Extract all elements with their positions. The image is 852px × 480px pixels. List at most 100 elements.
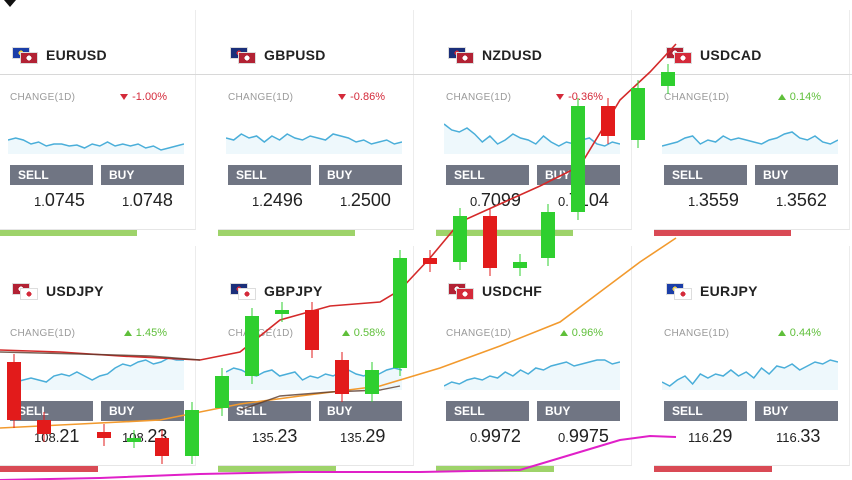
spread-bar <box>218 466 336 472</box>
sparkline-chart <box>444 123 620 154</box>
sparkline-chart <box>444 359 620 390</box>
change-percent: 0.44% <box>789 327 821 339</box>
buy-price-prefix: 116. <box>776 430 801 445</box>
currency-card-usdjpy[interactable]: USDJPY CHANGE(1D) 1.45% SELL BUY 108.21 … <box>0 246 196 472</box>
buy-price-prefix: 1. <box>122 194 133 209</box>
arrow-down-icon <box>556 94 565 100</box>
sell-price-main: 9972 <box>480 426 521 446</box>
spread-bar <box>436 230 573 236</box>
sparkline-chart <box>226 133 402 154</box>
flag-icon <box>448 46 474 64</box>
sell-price-prefix: 108. <box>34 430 60 445</box>
change-percent: -0.86% <box>350 91 385 103</box>
buy-price-main: 29 <box>365 426 386 446</box>
buy-button[interactable]: BUY <box>755 401 838 421</box>
card-header: EURJPY <box>666 276 758 306</box>
sell-button[interactable]: SELL <box>664 401 747 421</box>
sell-button[interactable]: SELL <box>446 401 529 421</box>
change-value: 0.44% <box>777 327 821 339</box>
sell-price: 116.29 <box>688 426 732 447</box>
flag-icon <box>230 282 256 300</box>
currency-pair-symbol: GBPUSD <box>264 47 326 63</box>
change-label: CHANGE(1D) <box>10 92 76 103</box>
spread-bar <box>654 466 772 472</box>
flag-icon <box>666 282 692 300</box>
change-value: 1.45% <box>123 327 167 339</box>
flag-icon <box>448 282 474 300</box>
sell-price-prefix: 0. <box>470 430 481 445</box>
change-label: CHANGE(1D) <box>446 92 512 103</box>
currency-card-nzdusd[interactable]: NZDUSD CHANGE(1D) -0.36% SELL BUY 0.7099… <box>436 10 632 236</box>
sell-price-main: 21 <box>59 426 80 446</box>
currency-pair-symbol: USDCHF <box>482 283 543 299</box>
change-label: CHANGE(1D) <box>228 328 294 339</box>
change-label: CHANGE(1D) <box>10 328 76 339</box>
sell-price: 1.0745 <box>34 190 85 211</box>
sell-price-prefix: 135. <box>252 430 278 445</box>
sell-button[interactable]: SELL <box>228 401 311 421</box>
buy-button[interactable]: BUY <box>319 401 402 421</box>
change-percent: 0.96% <box>571 327 603 339</box>
buy-price-main: 0748 <box>132 190 173 210</box>
change-label: CHANGE(1D) <box>228 92 294 103</box>
sell-price: 1.2496 <box>252 190 303 211</box>
buy-button[interactable]: BUY <box>755 165 838 185</box>
buy-price: 1.2500 <box>340 190 391 211</box>
sell-price-main: 3559 <box>698 190 739 210</box>
currency-card-eurusd[interactable]: EURUSD CHANGE(1D) -1.00% SELL BUY 1.0745… <box>0 10 196 236</box>
currency-card-usdcad[interactable]: USDCAD CHANGE(1D) 0.14% SELL BUY 1.3559 … <box>654 10 850 236</box>
sell-button[interactable]: SELL <box>228 165 311 185</box>
card-header: USDJPY <box>12 276 104 306</box>
sparkline-chart <box>662 131 838 154</box>
sell-price: 1.3559 <box>688 190 739 211</box>
buy-price: 1.0748 <box>122 190 173 211</box>
menu-caret-icon[interactable] <box>4 0 16 7</box>
sell-price-prefix: 1. <box>688 194 699 209</box>
buy-button[interactable]: BUY <box>537 165 620 185</box>
currency-card-gbpjpy[interactable]: GBPJPY CHANGE(1D) 0.58% SELL BUY 135.23 … <box>218 246 414 472</box>
sell-price: 135.23 <box>252 426 297 447</box>
arrow-up-icon <box>777 94 786 100</box>
sell-button[interactable]: SELL <box>446 165 529 185</box>
sparkline-area <box>444 124 620 154</box>
arrow-down-icon <box>338 94 347 100</box>
buy-price: 116.33 <box>776 426 820 447</box>
sell-price-main: 29 <box>712 426 733 446</box>
buy-price-main: 9975 <box>568 426 609 446</box>
buy-price: 135.29 <box>340 426 385 447</box>
currency-card-gbpusd[interactable]: GBPUSD CHANGE(1D) -0.86% SELL BUY 1.2496… <box>218 10 414 236</box>
buy-button[interactable]: BUY <box>537 401 620 421</box>
spread-bar <box>0 466 98 472</box>
buy-price-prefix: 0. <box>558 194 569 209</box>
change-label: CHANGE(1D) <box>446 328 512 339</box>
sell-price-prefix: 116. <box>688 430 713 445</box>
change-percent: -0.36% <box>568 91 603 103</box>
sell-button[interactable]: SELL <box>664 165 747 185</box>
buy-button[interactable]: BUY <box>101 401 184 421</box>
spread-bar <box>218 230 355 236</box>
change-value: -0.86% <box>338 91 385 103</box>
buy-button[interactable]: BUY <box>319 165 402 185</box>
spread-bar <box>654 230 791 236</box>
buy-price-main: 23 <box>147 426 168 446</box>
arrow-down-icon <box>120 94 129 100</box>
sell-price: 108.21 <box>34 426 79 447</box>
currency-card-eurjpy[interactable]: EURJPY CHANGE(1D) 0.44% SELL BUY 116.29 … <box>654 246 850 472</box>
sell-price-prefix: 1. <box>252 194 263 209</box>
buy-price-prefix: 0. <box>558 430 569 445</box>
buy-price-main: 2500 <box>350 190 391 210</box>
flag-icon <box>12 282 38 300</box>
currency-pair-symbol: EURJPY <box>700 283 758 299</box>
sell-button[interactable]: SELL <box>10 165 93 185</box>
currency-card-usdchf[interactable]: USDCHF CHANGE(1D) 0.96% SELL BUY 0.9972 … <box>436 246 632 472</box>
change-percent: 0.14% <box>789 91 821 103</box>
top-bar <box>0 0 852 12</box>
sell-button[interactable]: SELL <box>10 401 93 421</box>
sell-price-main: 7099 <box>480 190 521 210</box>
sell-price-main: 2496 <box>262 190 303 210</box>
sell-price-prefix: 0. <box>470 194 481 209</box>
sparkline-area <box>226 368 402 390</box>
buy-price: 1.3562 <box>776 190 827 211</box>
buy-button[interactable]: BUY <box>101 165 184 185</box>
